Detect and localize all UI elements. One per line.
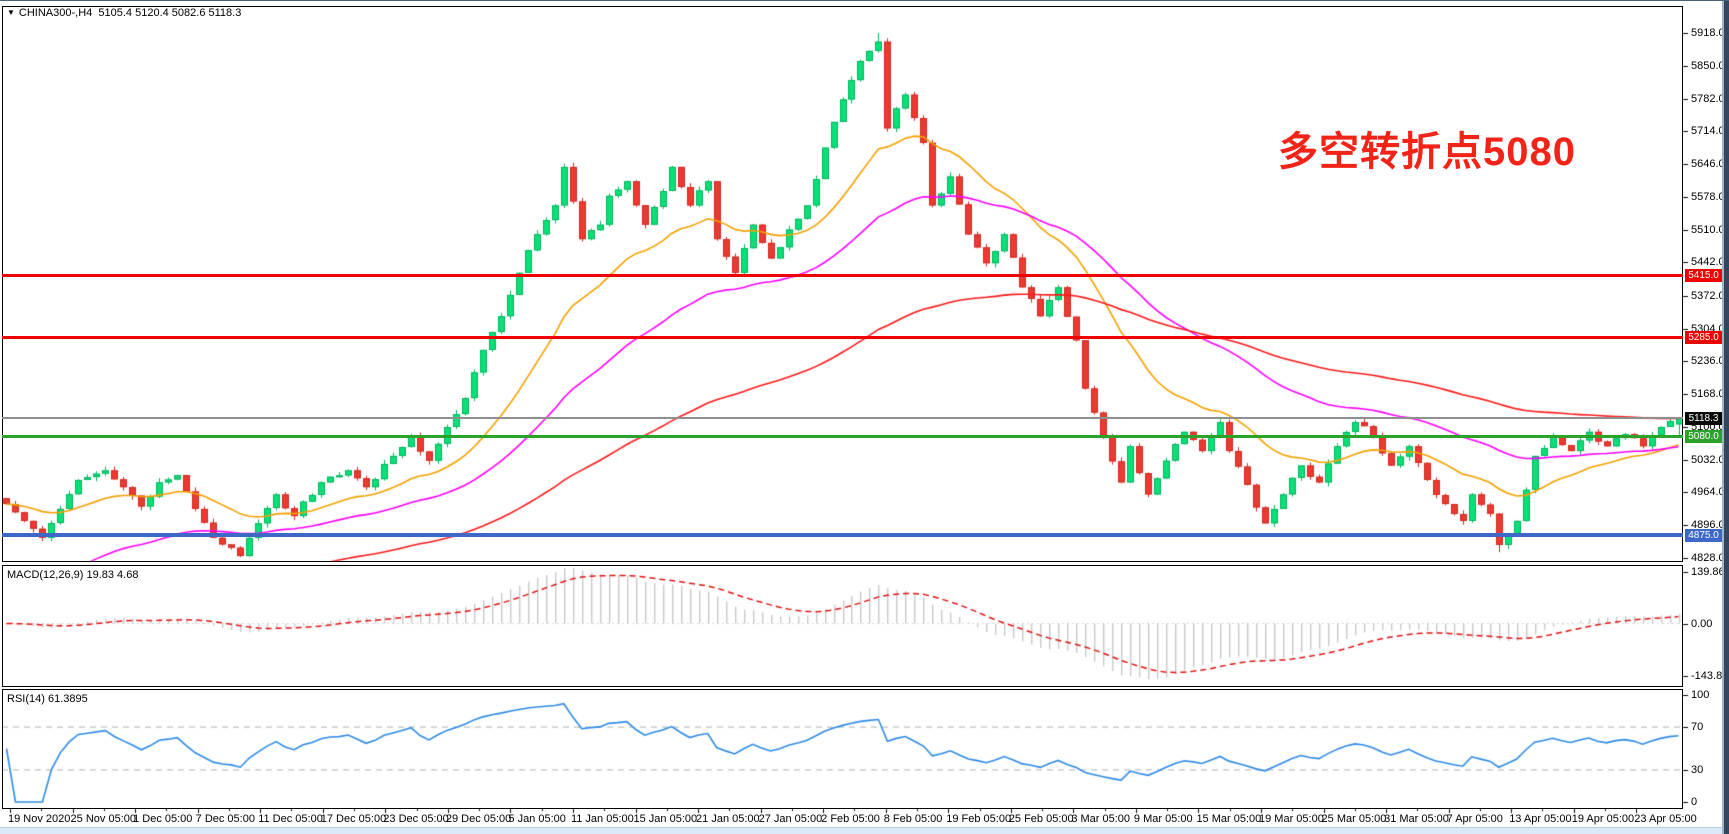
time-tick-label: 15 Mar 05:00: [1196, 813, 1262, 825]
price-tick-label: 4896.0: [1691, 519, 1725, 532]
price-tick-label: 4828.0: [1691, 552, 1725, 564]
price-tick-label: 5918.0: [1691, 27, 1725, 39]
price-tick-label: 5646.0: [1691, 158, 1725, 170]
time-tick-label: 19 Apr 05:00: [1571, 813, 1635, 825]
price-tick-label: 4964.0: [1691, 486, 1725, 499]
time-tick-label: 13 Apr 05:00: [1509, 813, 1572, 825]
price-tick-label: 5372.0: [1691, 289, 1725, 302]
macd-tick-label: 139.86: [1691, 566, 1725, 578]
chart-title: ▼ CHINA300-,H4 5105.4 5120.4 5082.6 5118.…: [7, 7, 241, 19]
rsi-tick-label: 0: [1691, 796, 1698, 808]
time-tick-label: 11 Dec 05:00: [258, 813, 323, 825]
price-tick-label: 5510.0: [1691, 223, 1725, 236]
time-tick-label: 25 Mar 05:00: [1321, 813, 1387, 825]
time-tick-label: 17 Dec 05:00: [320, 813, 387, 825]
axis-badge-5415.0: 5415.0: [1685, 268, 1722, 282]
price-tick-label: 5442.0: [1691, 256, 1725, 269]
rsi-label: RSI(14) 61.3895: [7, 693, 88, 705]
chart-title-ohlc: 5105.4 5120.4 5082.6 5118.3: [98, 7, 242, 19]
current-price-badge: 5118.3: [1685, 411, 1722, 425]
time-tick-label: 3 Mar 05:00: [1071, 813, 1131, 825]
hline-5080.0[interactable]: [2, 435, 1683, 439]
window-right-edge: [1722, 1, 1729, 834]
time-tick-label: 2 Feb 05:00: [821, 813, 880, 825]
time-tick-label: 31 Mar 05:00: [1384, 813, 1449, 825]
hline-5415.0[interactable]: [2, 273, 1683, 277]
price-tick-label: 5782.0: [1691, 92, 1725, 105]
time-tick-label: 23 Dec 05:00: [383, 813, 449, 825]
price-tick-label: 5168.0: [1691, 388, 1725, 401]
time-tick-label: 11 Jan 05:00: [570, 813, 634, 825]
price-tick-label: 5032.0: [1691, 453, 1725, 466]
rsi-tick-label: 100: [1691, 689, 1710, 701]
time-tick-label: 27 Jan 05:00: [758, 813, 823, 825]
chart-title-symbol: CHINA300-,H4: [18, 7, 93, 19]
annotation-text: 多空转折点5080: [1278, 130, 1576, 174]
time-tick-label: 23 Apr 05:00: [1634, 813, 1697, 825]
window-bottom-edge: [0, 827, 1729, 834]
price-tick-label: 5578.0: [1691, 190, 1725, 203]
time-tick-label: 7 Dec 05:00: [195, 813, 255, 825]
macd-label: MACD(12,26,9) 19.83 4.68: [7, 569, 139, 581]
price-tick-label: 5236.0: [1691, 355, 1725, 368]
time-tick-label: 1 Dec 05:00: [133, 813, 193, 825]
axis-badge-5285.0: 5285.0: [1685, 331, 1722, 345]
time-tick-label: 8 Feb 05:00: [883, 813, 943, 825]
axis-badge-5080.0: 5080.0: [1685, 430, 1722, 444]
time-tick-label: 29 Dec 05:00: [445, 813, 512, 825]
axis-badge-4875.0: 4875.0: [1685, 528, 1722, 542]
hline-4875.0[interactable]: [2, 533, 1683, 538]
hline-5285.0[interactable]: [2, 336, 1683, 340]
time-tick-label: 19 Feb 05:00: [946, 813, 1012, 825]
time-tick-label: 21 Jan 05:00: [696, 813, 760, 825]
time-tick-label: 9 Mar 05:00: [1133, 813, 1193, 825]
rsi-tick-label: 30: [1691, 763, 1704, 776]
time-tick-label: 19 Mar 05:00: [1259, 813, 1324, 825]
macd-tick-label: 0.00: [1691, 617, 1713, 630]
price-tick-label: 5714.0: [1691, 125, 1725, 138]
macd-tick-label: -143.82: [1691, 670, 1729, 683]
time-tick-label: 15 Jan 05:00: [633, 813, 698, 825]
time-tick-label: 19 Nov 2020: [8, 813, 71, 825]
time-tick-label: 25 Feb 05:00: [1008, 813, 1074, 825]
rsi-tick-label: 70: [1691, 721, 1704, 734]
time-tick-label: 5 Jan 05:00: [508, 813, 566, 825]
symbol-dropdown-icon[interactable]: ▼: [7, 8, 15, 17]
current-price-line: [2, 417, 1683, 419]
time-tick-label: 25 Nov 05:00: [70, 813, 136, 825]
time-tick-label: 7 Apr 05:00: [1446, 813, 1503, 825]
price-tick-label: 5850.0: [1691, 59, 1725, 72]
